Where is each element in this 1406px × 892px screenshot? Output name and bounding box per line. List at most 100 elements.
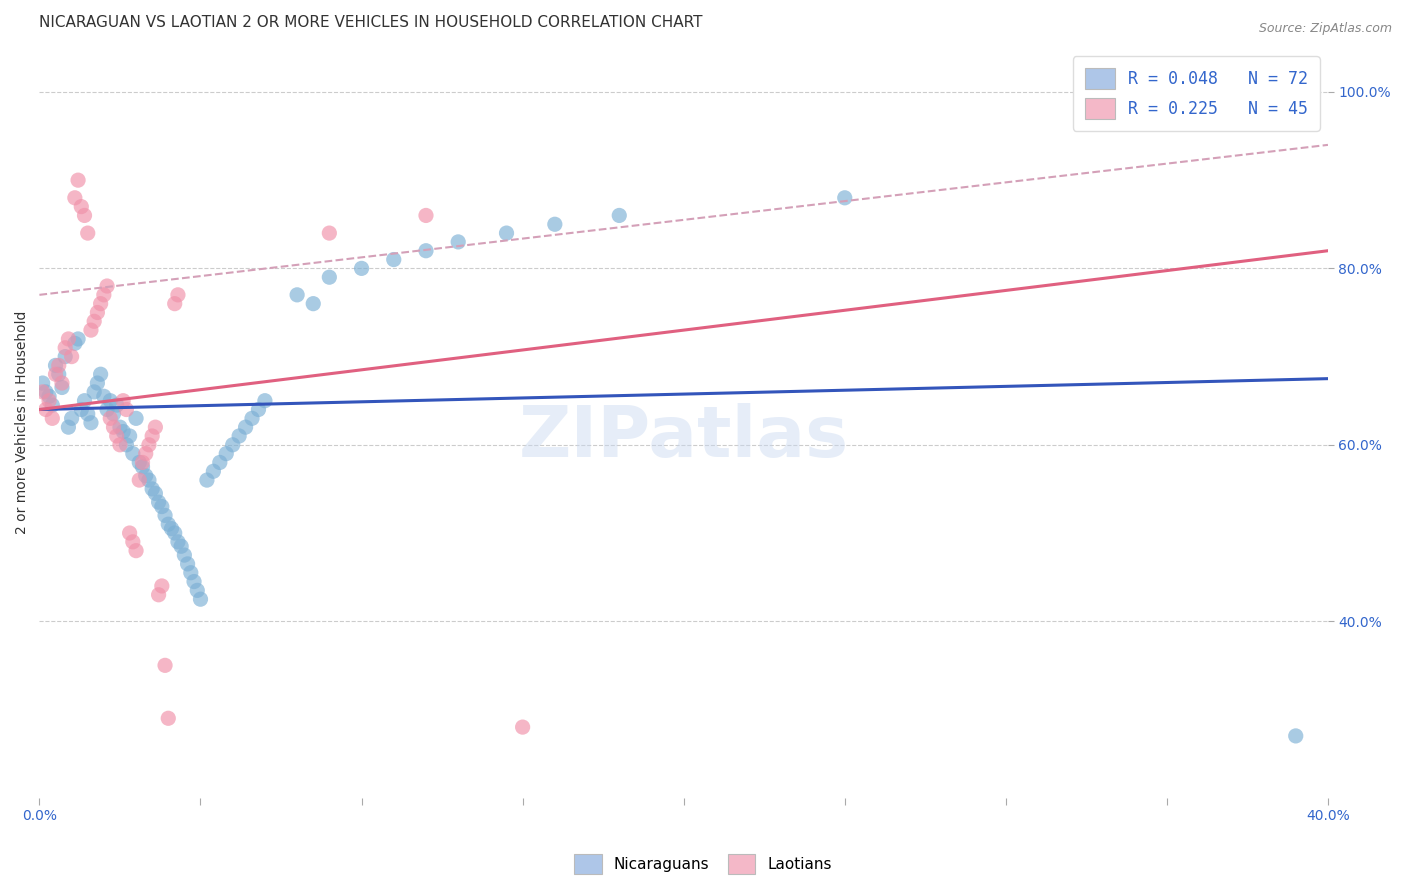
Point [86, 376, 108, 390]
Point [112, 425, 135, 439]
Point [35, 402, 58, 417]
Point [148, 495, 170, 509]
Point [150, 500, 173, 514]
Point [153, 508, 176, 523]
Point [96, 402, 118, 417]
Point [103, 420, 125, 434]
Point [70, 402, 93, 417]
Point [98, 393, 121, 408]
Point [51, 376, 73, 390]
Point [186, 583, 208, 598]
Point [44, 359, 66, 373]
Point [118, 526, 141, 541]
Point [48, 368, 70, 382]
Point [121, 534, 143, 549]
Point [544, 217, 567, 231]
Point [415, 244, 437, 258]
Point [83, 384, 105, 399]
Point [31, 376, 53, 390]
Point [121, 447, 143, 461]
Point [58, 332, 80, 346]
Point [60, 411, 83, 425]
Point [141, 429, 163, 443]
Point [51, 380, 73, 394]
Point [76, 226, 98, 240]
Point [247, 402, 270, 417]
Point [112, 393, 135, 408]
Point [176, 557, 198, 571]
Point [128, 473, 150, 487]
Point [222, 438, 245, 452]
Point [415, 209, 437, 223]
Point [215, 447, 238, 461]
Point [63, 336, 86, 351]
Point [170, 539, 193, 553]
Point [512, 720, 534, 734]
Point [93, 389, 115, 403]
Point [83, 314, 105, 328]
Point [195, 473, 218, 487]
Point [41, 411, 63, 425]
Point [1285, 729, 1308, 743]
Point [160, 522, 183, 536]
Point [73, 209, 96, 223]
Point [103, 407, 125, 421]
Point [125, 411, 148, 425]
Point [131, 455, 153, 469]
Point [90, 296, 112, 310]
Point [382, 252, 405, 267]
Point [157, 517, 180, 532]
Point [125, 543, 148, 558]
Point [38, 389, 60, 403]
Point [35, 384, 58, 399]
Point [131, 459, 153, 474]
Point [163, 296, 186, 310]
Point [98, 411, 121, 425]
Point [150, 579, 173, 593]
Point [607, 209, 630, 223]
Text: NICARAGUAN VS LAOTIAN 2 OR MORE VEHICLES IN HOUSEHOLD CORRELATION CHART: NICARAGUAN VS LAOTIAN 2 OR MORE VEHICLES… [39, 15, 703, 30]
Point [141, 482, 163, 496]
Text: ZIPatlas: ZIPatlas [519, 403, 849, 472]
Point [302, 296, 325, 310]
Point [180, 566, 202, 580]
Point [86, 305, 108, 319]
Point [228, 429, 250, 443]
Legend: Nicaraguans, Laotians: Nicaraguans, Laotians [568, 848, 838, 880]
Point [41, 398, 63, 412]
Point [240, 411, 263, 425]
Point [167, 534, 190, 549]
Point [96, 279, 118, 293]
Point [157, 711, 180, 725]
Point [190, 592, 212, 607]
Point [495, 226, 517, 240]
Point [115, 438, 138, 452]
Point [58, 420, 80, 434]
Point [128, 455, 150, 469]
Legend: R = 0.048   N = 72, R = 0.225   N = 45: R = 0.048 N = 72, R = 0.225 N = 45 [1073, 56, 1320, 130]
Point [145, 420, 167, 434]
Point [183, 574, 205, 589]
Point [90, 368, 112, 382]
Point [73, 393, 96, 408]
Point [115, 402, 138, 417]
Point [834, 191, 856, 205]
Point [70, 200, 93, 214]
Point [48, 359, 70, 373]
Point [53, 341, 76, 355]
Point [108, 420, 131, 434]
Point [138, 438, 160, 452]
Point [60, 350, 83, 364]
Point [80, 323, 103, 337]
Point [93, 288, 115, 302]
Point [318, 270, 340, 285]
Y-axis label: 2 or more Vehicles in Household: 2 or more Vehicles in Household [15, 311, 30, 534]
Point [135, 468, 157, 483]
Point [208, 455, 231, 469]
Point [135, 447, 157, 461]
Point [105, 429, 128, 443]
Point [108, 438, 131, 452]
Point [350, 261, 373, 276]
Point [138, 473, 160, 487]
Point [105, 398, 128, 412]
